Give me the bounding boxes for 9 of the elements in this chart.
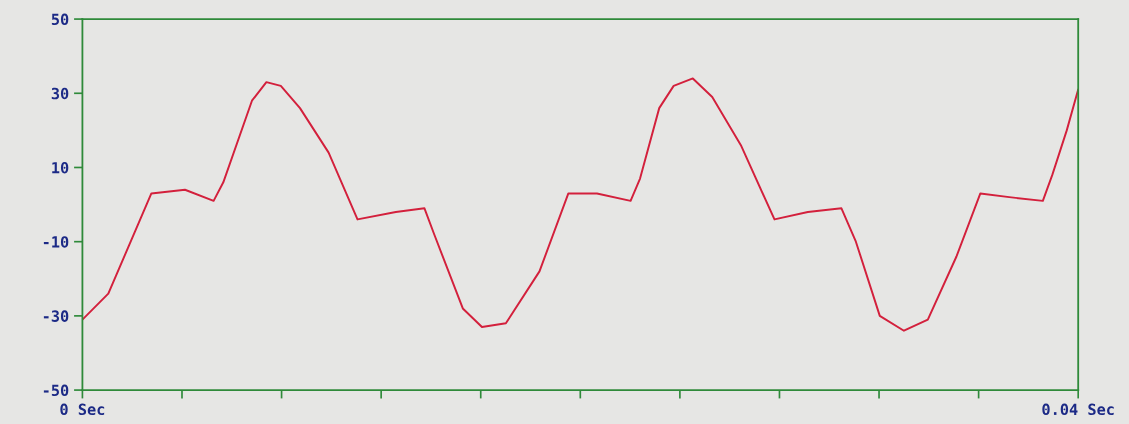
y-tick-label: -10 xyxy=(43,236,69,248)
y-tick-label: -30 xyxy=(43,310,69,322)
y-tick-label: -50 xyxy=(43,384,69,397)
y-tick-label: 10 xyxy=(52,161,69,174)
x-tick-label: 0.04 Sec xyxy=(1042,403,1114,416)
x-tick-label: 0 Sec xyxy=(60,403,105,416)
y-tick-label: 30 xyxy=(51,87,69,100)
line-series xyxy=(82,77,1079,332)
y-tick-label: 50 xyxy=(51,13,69,26)
